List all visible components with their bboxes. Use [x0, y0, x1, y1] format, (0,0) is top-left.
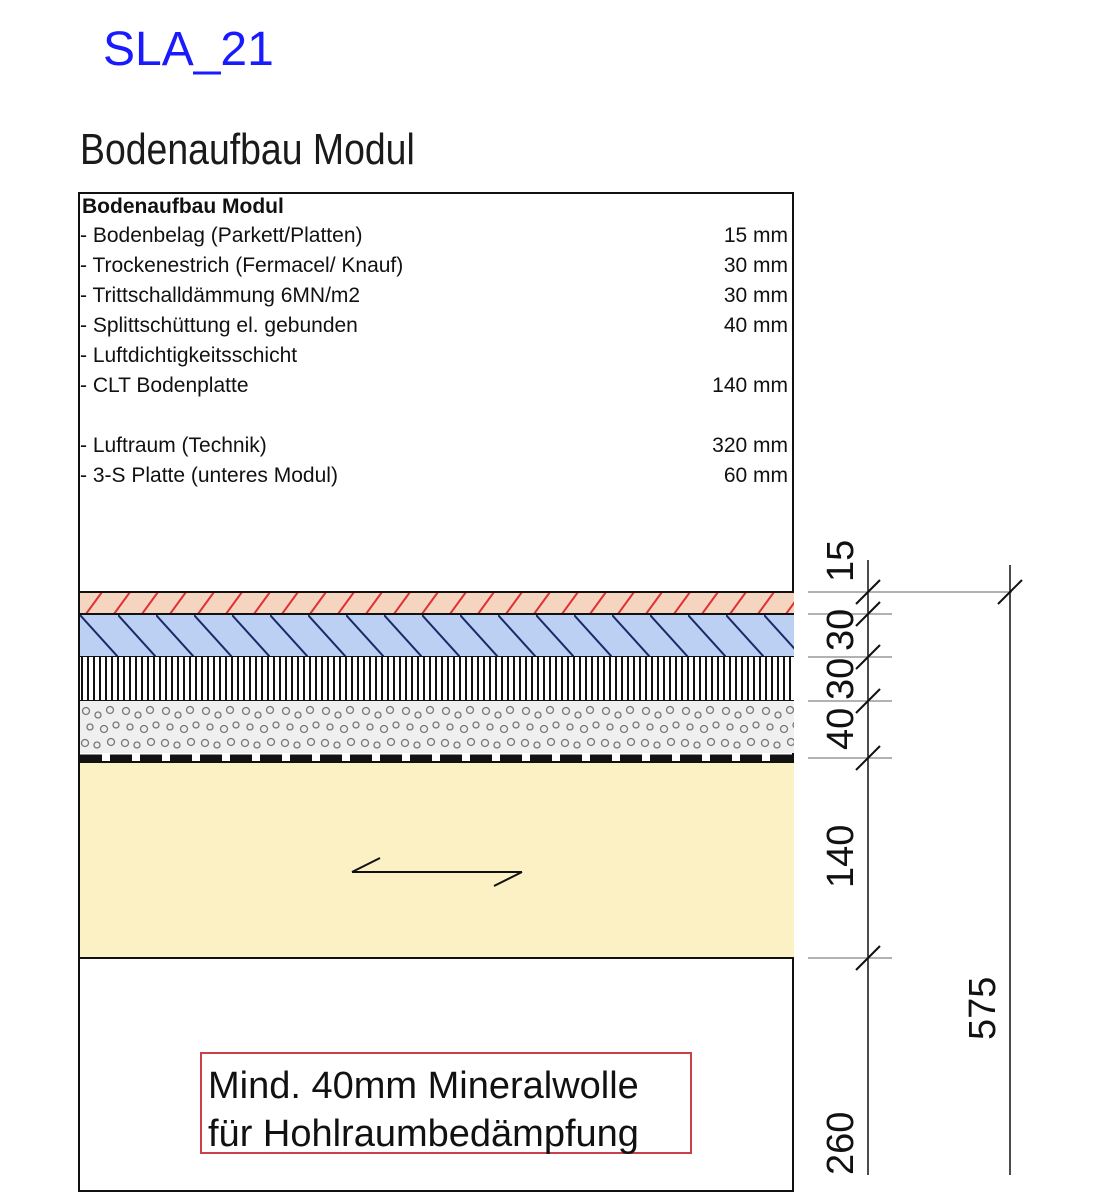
legend-row-value: 60 mm: [723, 464, 788, 487]
legend-row-label: - Trockenestrich (Fermacel/ Knauf): [80, 254, 404, 277]
annotation-note: Mind. 40mm Mineralwolle für Hohlraumbedä…: [200, 1052, 692, 1155]
layer-gravel-hatch: [80, 701, 794, 753]
legend-row-value: 320 mm: [712, 434, 788, 457]
legend-row: - Trittschalldämmung 6MN/m2 30 mm: [80, 284, 788, 312]
dim-label-140: 140: [820, 824, 862, 888]
legend-row-label: - CLT Bodenplatte: [80, 374, 249, 397]
legend-row-label: - Trittschalldämmung 6MN/m2: [80, 284, 361, 307]
layer-dry-screed-hatch: [80, 615, 794, 657]
legend-row: - Bodenbelag (Parkett/Platten) 15 mm: [80, 224, 788, 252]
legend-row-label: - Splittschüttung el. gebunden: [80, 314, 358, 337]
legend-row-label: - Luftraum (Technik): [80, 434, 267, 457]
legend-row-value: 140 mm: [712, 374, 788, 397]
layer-clt-slab: [80, 762, 794, 958]
dim-label-260: 260: [820, 1111, 862, 1175]
legend-row: - Luftdichtigkeitsschicht: [80, 344, 788, 372]
legend-row-value: 30 mm: [723, 254, 788, 277]
dim-label-30a: 30: [820, 608, 862, 651]
drawing-code: SLA_21: [103, 23, 274, 76]
legend-row-value: 30 mm: [723, 284, 788, 307]
legend-row: - CLT Bodenplatte 140 mm: [80, 374, 788, 402]
legend-row-value: 40 mm: [723, 314, 788, 337]
drawing-title: Bodenaufbau Modul: [80, 125, 415, 174]
dim-label-40: 40: [820, 707, 862, 750]
legend-row-label: - 3-S Platte (unteres Modul): [80, 464, 338, 487]
dimension-chain-total: [997, 565, 1023, 1175]
legend-row: - Luftraum (Technik) 320 mm: [80, 434, 788, 462]
layer-impact-insulation-hatch: [80, 657, 794, 701]
legend-row: - 3-S Platte (unteres Modul) 60 mm: [80, 464, 788, 492]
grain-direction-icon: [351, 857, 523, 887]
legend-row: - Splittschüttung el. gebunden 40 mm: [80, 314, 788, 342]
legend-heading: Bodenaufbau Modul: [82, 195, 284, 218]
layer-parquet-hatch: [80, 592, 794, 614]
dim-label-30b: 30: [820, 657, 862, 700]
dimension-chain-layers: [808, 560, 1012, 1175]
dim-label-total: 575: [962, 976, 1004, 1040]
note-line-2: für Hohlraumbedämpfung: [208, 1113, 639, 1155]
legend-row-value: 15 mm: [723, 224, 788, 247]
legend-row-label: - Luftdichtigkeitsschicht: [80, 344, 298, 367]
legend-row-label: - Bodenbelag (Parkett/Platten): [80, 224, 363, 247]
legend-row: - Trockenestrich (Fermacel/ Knauf) 30 mm: [80, 254, 788, 282]
dim-label-15: 15: [820, 539, 862, 582]
note-line-1: Mind. 40mm Mineralwolle: [208, 1065, 639, 1107]
